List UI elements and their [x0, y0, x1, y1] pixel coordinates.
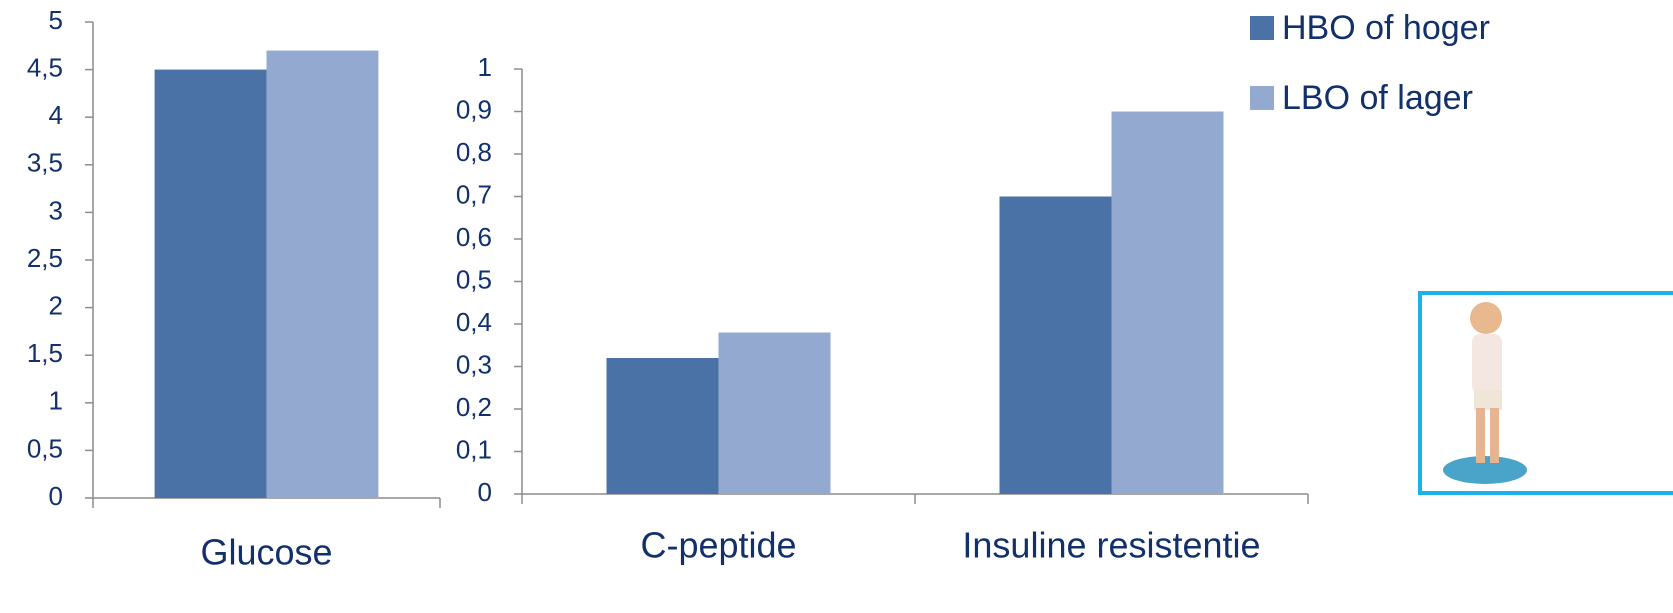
y-tick-label: 3	[49, 195, 63, 225]
x-tick-label: Insuline resistentie	[962, 525, 1260, 566]
y-tick-label: 0,9	[456, 94, 492, 124]
legend-swatch	[1250, 16, 1274, 40]
photo	[1418, 291, 1673, 495]
y-tick-label: 0,5	[27, 433, 63, 463]
shirt	[1472, 334, 1502, 394]
y-tick-label: 0	[49, 481, 63, 511]
y-tick-label: 0,1	[456, 434, 492, 464]
y-tick-label: 0,7	[456, 179, 492, 209]
y-tick-label: 4,5	[27, 52, 63, 82]
y-tick-label: 0	[478, 477, 492, 507]
x-tick-label: C-peptide	[640, 525, 796, 566]
bar	[999, 196, 1112, 494]
bar	[1111, 111, 1224, 494]
y-tick-label: 0,3	[456, 349, 492, 379]
y-tick-label: 0,6	[456, 222, 492, 252]
x-tick-label: Glucose	[200, 532, 332, 573]
scale	[1443, 456, 1527, 484]
diaper	[1474, 390, 1502, 410]
y-tick-label: 2	[49, 290, 63, 320]
legend-label: LBO of lager	[1282, 79, 1473, 117]
legend-label: HBO of hoger	[1282, 9, 1490, 47]
y-tick-label: 1,5	[27, 338, 63, 368]
bar	[606, 358, 719, 494]
y-tick-label: 4	[49, 100, 63, 130]
bar	[154, 69, 267, 498]
head	[1470, 302, 1502, 334]
leg	[1490, 408, 1499, 463]
bar	[718, 332, 831, 494]
y-tick-label: 0,5	[456, 264, 492, 294]
y-tick-label: 1	[478, 52, 492, 82]
y-tick-label: 0,4	[456, 307, 492, 337]
leg	[1476, 408, 1485, 463]
y-tick-label: 0,8	[456, 137, 492, 167]
y-tick-label: 1	[49, 386, 63, 416]
y-tick-label: 0,2	[456, 392, 492, 422]
y-tick-label: 5	[49, 5, 63, 35]
y-tick-label: 3,5	[27, 148, 63, 178]
bar	[266, 50, 379, 499]
legend-swatch	[1250, 86, 1274, 110]
y-tick-label: 2,5	[27, 243, 63, 273]
